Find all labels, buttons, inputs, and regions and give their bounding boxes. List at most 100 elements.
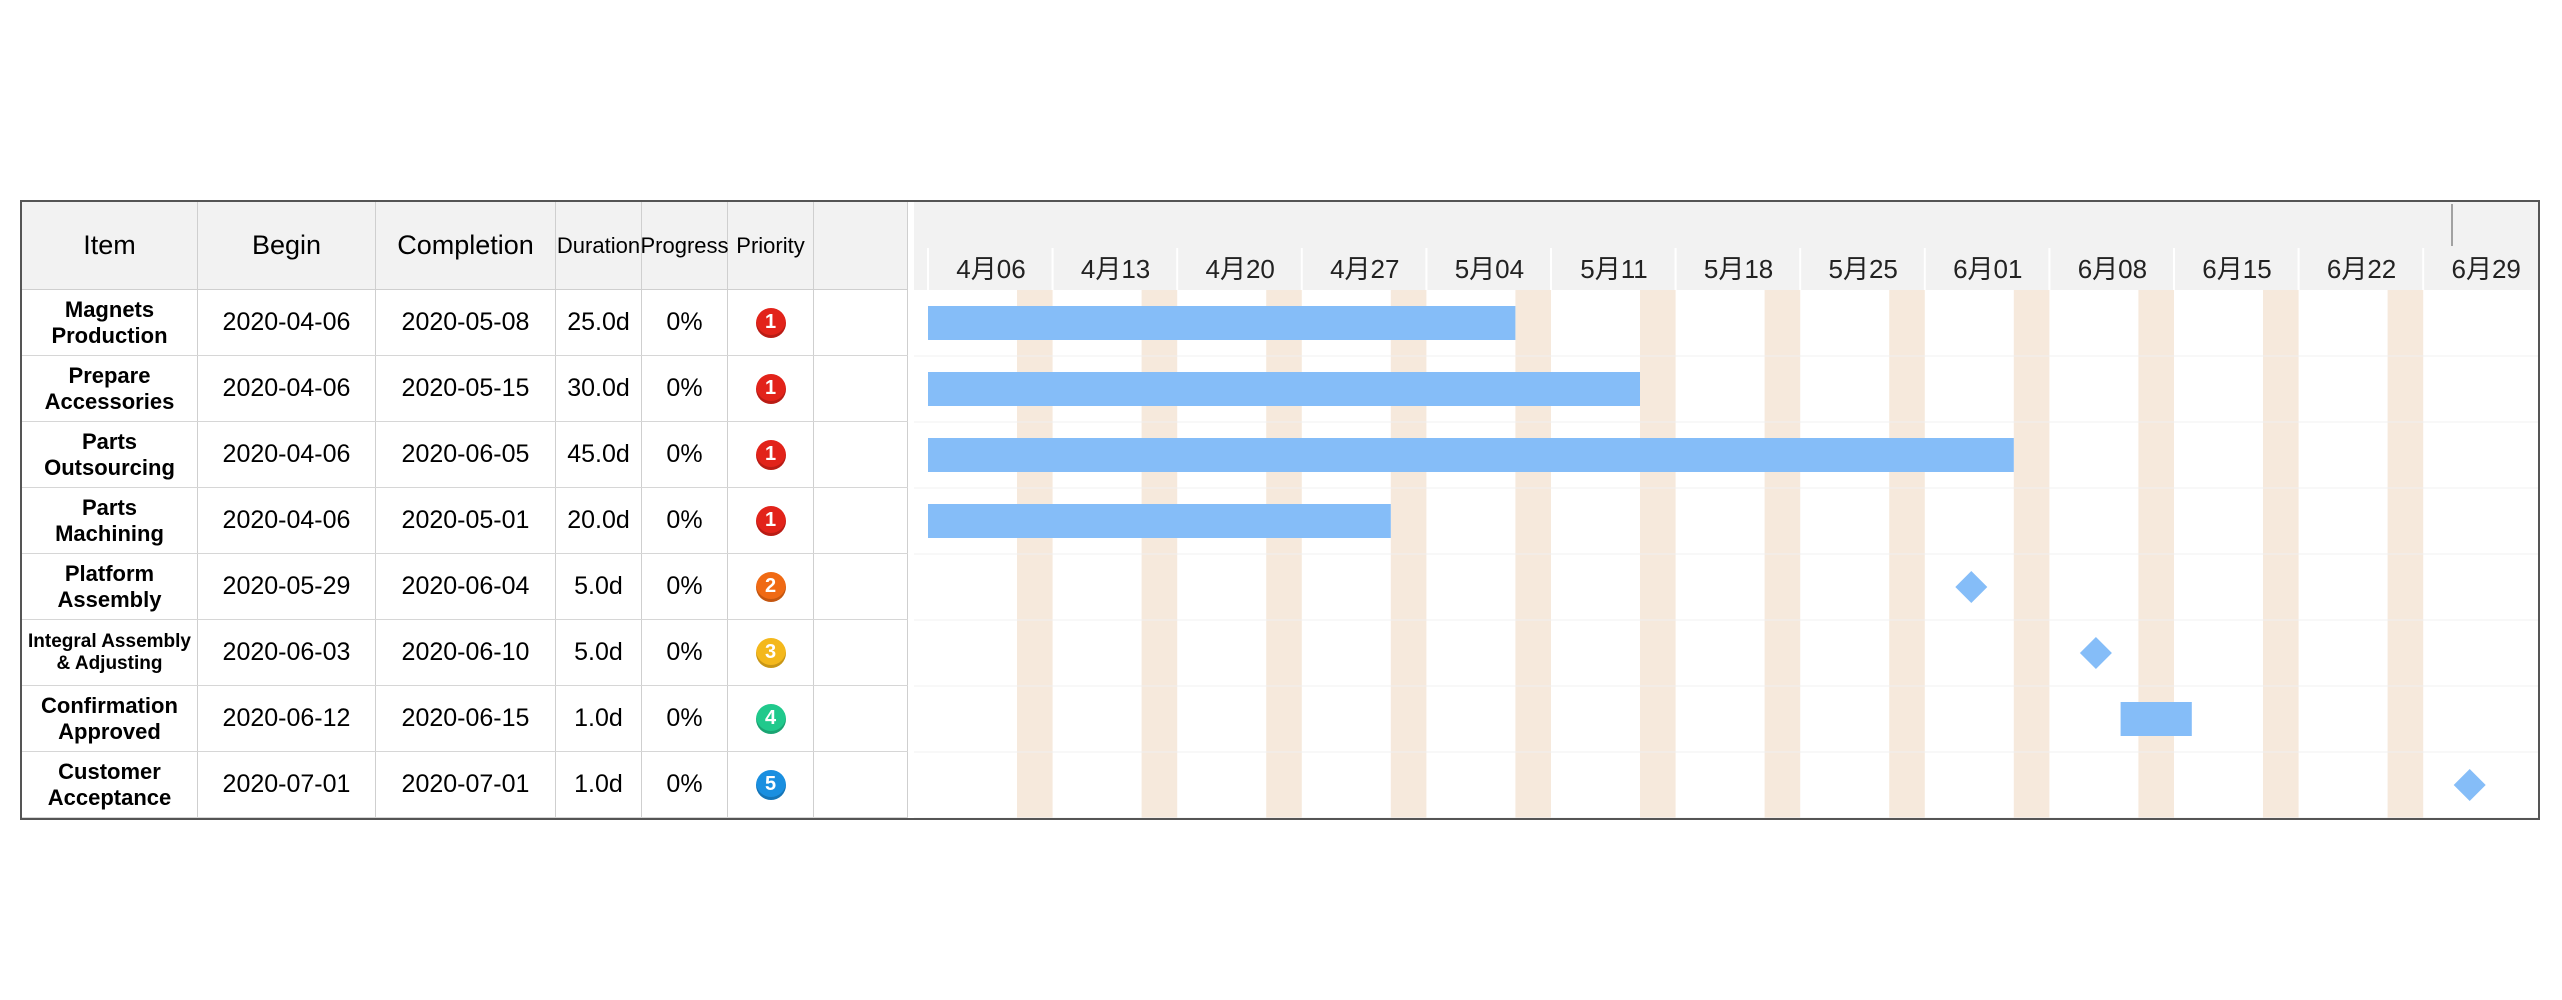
week-tick-label: 5月25 [1829, 254, 1898, 284]
empty-cell [814, 554, 908, 619]
progress-cell: 0% [642, 554, 728, 619]
duration-cell: 20.0d [556, 488, 642, 553]
progress-cell: 0% [642, 686, 728, 751]
gantt-chart: Item Begin Completion Duration Progress … [20, 200, 2540, 820]
priority-cell: 2 [728, 554, 814, 619]
begin-cell: 2020-04-06 [198, 488, 376, 553]
progress-cell: 0% [642, 752, 728, 817]
duration-cell: 30.0d [556, 356, 642, 421]
duration-cell: 5.0d [556, 554, 642, 619]
priority-badge: 5 [755, 769, 786, 800]
task-bar [928, 438, 2014, 472]
item-cell: Magnets Production [22, 290, 198, 355]
table-chart-separator [908, 202, 914, 818]
begin-cell: 2020-04-06 [198, 290, 376, 355]
table-row[interactable]: Prepare Accessories 2020-04-06 2020-05-15 3… [22, 356, 908, 422]
item-cell: Parts Outsourcing [22, 422, 198, 487]
priority-badge: 1 [755, 373, 786, 404]
week-tick-label: 4月20 [1206, 254, 1275, 284]
duration-cell: 45.0d [556, 422, 642, 487]
priority-cell: 1 [728, 356, 814, 421]
table-row[interactable]: Parts Outsourcing 2020-04-06 2020-06-05 45.… [22, 422, 908, 488]
priority-badge: 1 [755, 307, 786, 338]
progress-cell: 0% [642, 356, 728, 421]
milestone-diamond [1955, 571, 1988, 603]
begin-cell: 2020-07-01 [198, 752, 376, 817]
column-header-priority[interactable]: Priority [728, 202, 814, 290]
item-cell: Platform Assembly [22, 554, 198, 619]
week-tick-label: 4月06 [956, 254, 1025, 284]
table-row[interactable]: Integral Assembly & Adjusting 2020-06-03 2… [22, 620, 908, 686]
item-cell: Prepare Accessories [22, 356, 198, 421]
priority-cell: 1 [728, 290, 814, 355]
table-row[interactable]: Parts Machining 2020-04-06 2020-05-01 20.0d… [22, 488, 908, 554]
task-bar [2120, 702, 2192, 736]
table-row[interactable]: Confirmation Approved 2020-06-12 2020-06-1… [22, 686, 908, 752]
item-cell: Integral Assembly & Adjusting [22, 620, 198, 685]
completion-cell: 2020-05-15 [376, 356, 556, 421]
priority-cell: 3 [728, 620, 814, 685]
priority-badge: 2 [755, 571, 786, 602]
task-bar [928, 504, 1391, 538]
table-row[interactable]: Platform Assembly 2020-05-29 2020-06-04 5.0… [22, 554, 908, 620]
priority-cell: 1 [728, 422, 814, 487]
table-row[interactable]: Magnets Production 2020-04-06 2020-05-08 25… [22, 290, 908, 356]
begin-cell: 2020-04-06 [198, 356, 376, 421]
begin-cell: 2020-06-12 [198, 686, 376, 751]
column-header-duration[interactable]: Duration [556, 202, 642, 290]
week-tick-label: 6月29 [2452, 254, 2521, 284]
item-cell: Parts Machining [22, 488, 198, 553]
progress-cell: 0% [642, 422, 728, 487]
column-header-completion[interactable]: Completion [376, 202, 556, 290]
progress-cell: 0% [642, 620, 728, 685]
week-tick-label: 6月08 [2078, 254, 2147, 284]
duration-cell: 25.0d [556, 290, 642, 355]
column-header-extra [814, 202, 908, 290]
timeline-svg: 4月06 4月13 4月20 4月27 5月04 5月11 5月18 5月25 6月01 6月08… [914, 202, 2538, 818]
week-tick-label: 4月27 [1330, 254, 1399, 284]
priority-badge: 1 [755, 505, 786, 536]
week-tick-label: 5月11 [1580, 254, 1647, 284]
priority-cell: 1 [728, 488, 814, 553]
week-tick-label: 6月15 [2202, 254, 2271, 284]
empty-cell [814, 620, 908, 685]
milestone-diamond [2453, 769, 2486, 801]
week-tick-label: 5月04 [1455, 254, 1524, 284]
completion-cell: 2020-05-01 [376, 488, 556, 553]
item-cell: Confirmation Approved [22, 686, 198, 751]
completion-cell: 2020-06-15 [376, 686, 556, 751]
task-bar [928, 372, 1640, 406]
completion-cell: 2020-05-08 [376, 290, 556, 355]
priority-cell: 4 [728, 686, 814, 751]
column-header-progress[interactable]: Progress [640, 202, 729, 290]
empty-cell [814, 422, 908, 487]
completion-cell: 2020-07-01 [376, 752, 556, 817]
timeline-header [914, 202, 2538, 290]
timeline-chart: 4月06 4月13 4月20 4月27 5月04 5月11 5月18 5月25 6月01 6月08… [914, 202, 2538, 818]
progress-cell: 0% [642, 488, 728, 553]
empty-cell [814, 356, 908, 421]
empty-cell [814, 488, 908, 553]
task-table: Item Begin Completion Duration Progress … [22, 202, 908, 818]
duration-cell: 1.0d [556, 752, 642, 817]
completion-cell: 2020-06-05 [376, 422, 556, 487]
week-tick-label: 5月18 [1704, 254, 1773, 284]
priority-badge: 4 [755, 703, 786, 734]
progress-cell: 0% [642, 290, 728, 355]
task-bar [928, 306, 1516, 340]
week-tick-label: 6月01 [1953, 254, 2022, 284]
begin-cell: 2020-04-06 [198, 422, 376, 487]
column-header-item[interactable]: Item [22, 202, 198, 290]
priority-cell: 5 [728, 752, 814, 817]
duration-cell: 1.0d [556, 686, 642, 751]
milestone-diamond [2079, 637, 2112, 669]
begin-cell: 2020-06-03 [198, 620, 376, 685]
empty-cell [814, 752, 908, 817]
column-header-begin[interactable]: Begin [198, 202, 376, 290]
completion-cell: 2020-06-10 [376, 620, 556, 685]
empty-cell [814, 290, 908, 355]
table-row[interactable]: Customer Acceptance 2020-07-01 2020-07-01 1… [22, 752, 908, 818]
priority-badge: 1 [755, 439, 786, 470]
duration-cell: 5.0d [556, 620, 642, 685]
completion-cell: 2020-06-04 [376, 554, 556, 619]
